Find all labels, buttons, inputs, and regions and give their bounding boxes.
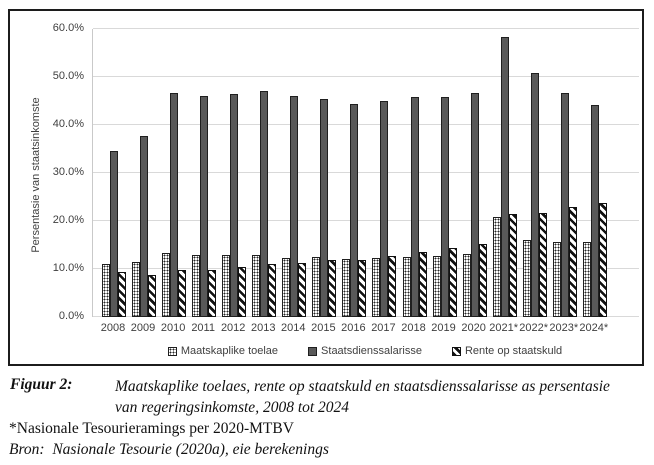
figure-source: Bron: Nasionale Tesourie (2020a), eie be… <box>9 441 329 458</box>
x-tick-label: 2008 <box>100 322 126 334</box>
bar-rente-op-staatskuld-2010 <box>178 269 187 317</box>
bar-staatsdienssalarisse-2018 <box>410 96 419 317</box>
bar-maatskaplike-toelae-2009 <box>132 262 141 317</box>
legend-label: Rente op staatskuld <box>464 345 563 357</box>
legend-label: Maatskaplike toelae <box>180 345 279 357</box>
bar-maatskaplike-toelae-2013 <box>252 255 261 317</box>
bar-staatsdienssalarisse-2023- <box>560 93 569 317</box>
bar-staatsdienssalarisse-2008 <box>110 151 118 317</box>
bar-maatskaplike-toelae-2018 <box>402 257 411 317</box>
bar-maatskaplike-toelae-2015 <box>312 257 321 317</box>
bar-rente-op-staatskuld-2024- <box>598 203 607 317</box>
figure-caption-label: Figuur 2: <box>10 376 73 393</box>
bar-rente-op-staatskuld-2009 <box>148 275 157 317</box>
x-tick-label: 2020 <box>461 322 486 334</box>
bar-rente-op-staatskuld-2021- <box>508 214 517 317</box>
legend-marker-icon <box>451 346 461 356</box>
x-tick-label: 2010 <box>160 322 186 334</box>
x-tick-label: 2015 <box>311 322 336 334</box>
bar-maatskaplike-toelae-2010 <box>162 253 171 317</box>
bar-staatsdienssalarisse-2015 <box>320 99 329 317</box>
y-tick-label: 40.0% <box>52 118 84 130</box>
bar-staatsdienssalarisse-2010 <box>170 93 179 317</box>
bar-rente-op-staatskuld-2014 <box>298 263 307 317</box>
x-tick-label: 2009 <box>130 322 156 334</box>
x-tick-label: 2012 <box>220 322 246 334</box>
bar-rente-op-staatskuld-2020 <box>478 243 487 317</box>
x-tick-label: 2019 <box>431 322 456 334</box>
bar-maatskaplike-toelae-2012 <box>222 255 231 317</box>
bar-rente-op-staatskuld-2022- <box>538 212 547 317</box>
legend-label: Staatsdienssalarisse <box>321 345 422 357</box>
y-tick-label: 50.0% <box>52 70 84 82</box>
gridline <box>93 172 639 173</box>
bar-rente-op-staatskuld-2008 <box>118 272 126 317</box>
bar-maatskaplike-toelae-2017 <box>372 257 381 317</box>
bar-staatsdienssalarisse-2020 <box>470 93 479 317</box>
bar-staatsdienssalarisse-2022- <box>530 73 539 317</box>
bar-maatskaplike-toelae-2014 <box>282 258 291 317</box>
bar-maatskaplike-toelae-2022- <box>522 240 531 317</box>
x-tick-label: 2022* <box>519 322 549 334</box>
gridline <box>93 76 639 77</box>
x-tick-label: 2018 <box>401 322 426 334</box>
bar-staatsdienssalarisse-2019 <box>440 97 449 317</box>
plot-area <box>92 28 639 317</box>
bar-staatsdienssalarisse-2013 <box>260 90 269 317</box>
bar-rente-op-staatskuld-2017 <box>388 255 397 317</box>
x-tick-label: 2016 <box>341 322 366 334</box>
figure-caption-text: Maatskaplike toelaes, rente op staatskul… <box>115 378 610 416</box>
bar-rente-op-staatskuld-2019 <box>448 247 457 317</box>
figure-caption: Figuur 2: Maatskaplike toelaes, rente op… <box>10 376 630 418</box>
bar-rente-op-staatskuld-2018 <box>418 252 427 317</box>
x-tick-label: 2014 <box>281 322 306 334</box>
bar-maatskaplike-toelae-2011 <box>192 255 201 317</box>
y-tick-label: 10.0% <box>52 262 84 274</box>
x-tick-label: 2024* <box>579 322 609 334</box>
bar-staatsdienssalarisse-2021- <box>500 36 509 317</box>
x-tick-label: 2013 <box>251 322 276 334</box>
bar-maatskaplike-toelae-2021- <box>492 216 501 317</box>
legend-marker-icon <box>167 346 177 356</box>
bar-rente-op-staatskuld-2023- <box>568 207 577 317</box>
bar-rente-op-staatskuld-2016 <box>358 259 367 317</box>
x-tick-label: 2023* <box>549 322 579 334</box>
x-tick-label: 2021* <box>489 322 519 334</box>
x-tick-label: 2017 <box>371 322 396 334</box>
y-tick-label: 60.0% <box>52 22 84 34</box>
bar-staatsdienssalarisse-2012 <box>230 94 239 317</box>
bar-maatskaplike-toelae-2020 <box>462 254 471 317</box>
bar-maatskaplike-toelae-2023- <box>552 242 561 317</box>
bar-staatsdienssalarisse-2024- <box>590 105 599 317</box>
figure-note: *Nasionale Tesourieramings per 2020-MTBV <box>9 420 294 437</box>
bar-maatskaplike-toelae-2016 <box>342 258 351 317</box>
bar-maatskaplike-toelae-2008 <box>102 264 110 317</box>
x-tick-label: 2011 <box>191 322 215 334</box>
y-tick-label: 20.0% <box>52 214 84 226</box>
chart-legend: Maatskaplike toelae Staatsdienssalarisse R… <box>92 345 638 357</box>
chart-figure: Persentasie van staatsinkomste Maatskapl… <box>8 9 644 366</box>
bar-maatskaplike-toelae-2019 <box>432 255 441 317</box>
bar-rente-op-staatskuld-2012 <box>238 267 247 317</box>
gridline <box>93 124 639 125</box>
legend-item-staatsdienssalarisse: Staatsdienssalarisse <box>308 345 422 357</box>
bar-staatsdienssalarisse-2016 <box>350 103 359 317</box>
legend-item-rente-op-staatskuld: Rente op staatskuld <box>451 345 563 357</box>
bar-staatsdienssalarisse-2009 <box>140 136 149 317</box>
bar-rente-op-staatskuld-2015 <box>328 260 337 317</box>
y-tick-label: 0.0% <box>58 310 84 322</box>
bar-staatsdienssalarisse-2011 <box>200 95 209 317</box>
y-tick-label: 30.0% <box>52 166 84 178</box>
bar-staatsdienssalarisse-2014 <box>290 95 299 317</box>
bar-maatskaplike-toelae-2024- <box>582 242 591 317</box>
legend-item-maatskaplike-toelae: Maatskaplike toelae <box>167 345 279 357</box>
bar-staatsdienssalarisse-2017 <box>380 101 389 317</box>
gridline <box>93 28 639 29</box>
gridline <box>93 220 639 221</box>
legend-marker-icon <box>308 346 318 356</box>
bar-rente-op-staatskuld-2013 <box>268 264 277 317</box>
bar-rente-op-staatskuld-2011 <box>208 269 217 317</box>
